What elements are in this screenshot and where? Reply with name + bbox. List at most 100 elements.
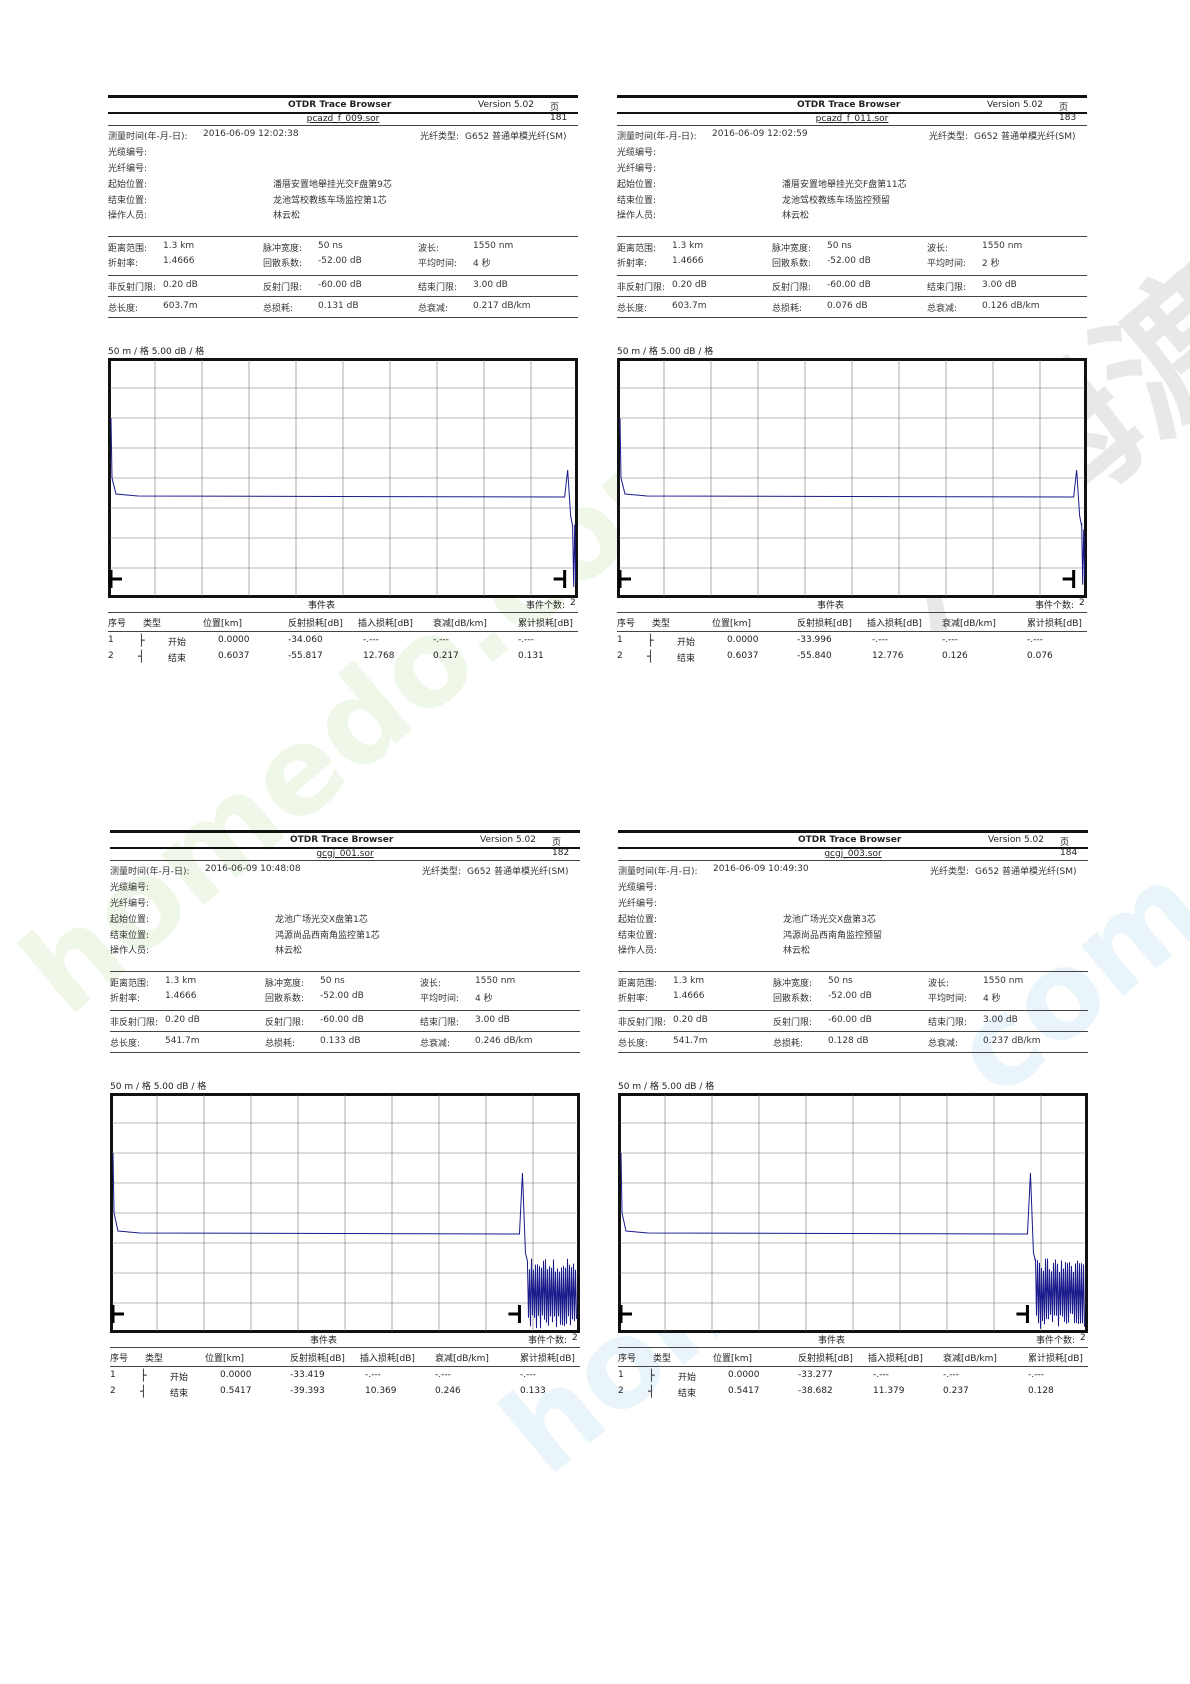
event-ins: 10.369: [365, 1386, 397, 1396]
value-total_atten: 0.126 dB/km: [982, 301, 1040, 311]
event-att: -.---: [942, 635, 958, 645]
otdr-trace-chart: [108, 358, 578, 598]
parameters: 距离范围: 1.3 km 脉冲宽度: 50 ns 波长: 1550 nm 折射率: 1.466…: [108, 236, 578, 275]
event-ins: -.---: [365, 1370, 381, 1380]
event-refl: -55.840: [797, 651, 832, 661]
label-wavelength: 波长:: [420, 979, 442, 989]
measurement-info: 测量时间(年-月-日): 光缆编号: 光纤编号: 起始位置: 结束位置: 操作人员: 201…: [617, 125, 1087, 236]
version-label: Version 5.02: [480, 835, 536, 845]
event-pos: 0.5417: [220, 1386, 252, 1396]
value-total_len: 603.7m: [163, 301, 198, 311]
label-pulse: 脉冲宽度:: [265, 979, 305, 989]
event-refl: -38.682: [798, 1386, 833, 1396]
column-col_att: 衰减[dB/km]: [942, 619, 996, 629]
event-pos: 0.0000: [728, 1370, 760, 1380]
event-pos: 0.0000: [727, 635, 759, 645]
label-nonrefl: 非反射门限:: [618, 1018, 667, 1028]
value-total_len: 603.7m: [672, 301, 707, 311]
value-backscatter: -52.00 dB: [827, 256, 871, 266]
value-end_thresh: 3.00 dB: [473, 280, 508, 290]
label-refl: 反射门限:: [265, 1018, 305, 1028]
label-fiber_no: 光纤编号:: [108, 164, 148, 174]
label-ior: 折射率:: [110, 994, 141, 1004]
event-ins: 12.776: [872, 651, 904, 661]
label-pulse: 脉冲宽度:: [772, 244, 812, 254]
value-measure-time: 2016-06-09 10:48:08: [205, 864, 301, 874]
event-type: 开始: [170, 1373, 189, 1383]
value-ior: 1.4666: [165, 991, 197, 1001]
label-range: 距离范围:: [110, 979, 150, 989]
value-end-pos: 鸿源尚品西南角监控第1芯: [275, 931, 380, 941]
value-nonrefl: 0.20 dB: [165, 1015, 200, 1025]
column-col_att: 衰减[dB/km]: [943, 1354, 997, 1364]
end-marker: [1062, 570, 1076, 588]
filename: gcgj_001.sor: [316, 849, 374, 859]
column-col_att: 衰减[dB/km]: [435, 1354, 489, 1364]
label-start_pos: 起始位置:: [108, 180, 148, 190]
event-no: 2: [618, 1386, 624, 1396]
event-count: 2: [572, 1333, 578, 1343]
filename: gcgj_003.sor: [824, 849, 882, 859]
event-refl: -33.277: [798, 1370, 833, 1380]
value-fiber-type: G652 普通单模光纤(SM): [465, 132, 567, 142]
event-ins: -.---: [363, 635, 379, 645]
scale-label: 50 m / 格 5.00 dB / 格: [617, 347, 714, 357]
event-table-header: 事件表 事件个数: 2: [617, 598, 1087, 613]
label-end_thresh: 结束门限:: [927, 283, 967, 293]
label-end_thresh: 结束门限:: [928, 1018, 968, 1028]
scale-label: 50 m / 格 5.00 dB / 格: [110, 1082, 207, 1092]
panel-header: OTDR Trace Browser Version 5.02 页 184: [618, 830, 1088, 858]
end-marker: [508, 1305, 521, 1323]
label-cable_no: 光缆编号:: [108, 148, 148, 158]
start-marker: [619, 1305, 632, 1323]
value-total_atten: 0.217 dB/km: [473, 301, 531, 311]
label-backscatter: 回散系数:: [263, 259, 303, 269]
value-range: 1.3 km: [673, 976, 705, 986]
label-refl: 反射门限:: [263, 283, 303, 293]
otdr-trace-chart: [618, 1093, 1088, 1333]
panel-header: OTDR Trace Browser Version 5.02 页 181: [108, 95, 578, 123]
event-row: ┤ 2 结束 0.6037 -55.840 12.776 0.126 0.076: [617, 648, 1087, 664]
event-no: 2: [617, 651, 623, 661]
value-operator: 林云松: [782, 211, 810, 221]
value-pulse: 50 ns: [827, 241, 852, 251]
value-total_loss: 0.133 dB: [320, 1036, 361, 1046]
otdr-trace-line: [619, 417, 1086, 585]
value-operator: 林云松: [783, 946, 811, 956]
label-start_pos: 起始位置:: [110, 915, 150, 925]
label-fiber-type: 光纤类型:: [930, 867, 970, 877]
version-label: Version 5.02: [988, 835, 1044, 845]
label-fiber_no: 光纤编号:: [617, 164, 657, 174]
panel-header: OTDR Trace Browser Version 5.02 页 182: [110, 830, 580, 858]
event-table-label: 事件表: [308, 601, 336, 611]
event-row: ├ 1 开始 0.0000 -33.996 -.--- -.--- -.---: [617, 632, 1087, 648]
event-ins: 12.768: [363, 651, 395, 661]
event-no: 1: [108, 635, 114, 645]
column-col_cum: 累计损耗[dB]: [520, 1354, 575, 1364]
event-pos: 0.0000: [218, 635, 250, 645]
column-col_type: 类型: [653, 1354, 672, 1364]
event-type-icon: ┤: [138, 650, 145, 663]
column-col_pos: 位置[km]: [203, 619, 243, 629]
label-total_loss: 总损耗:: [773, 1039, 804, 1049]
event-columns: 序号 类型 位置[km] 反射损耗[dB] 插入损耗[dB] 衰减[dB/km] 累计损耗[…: [110, 1348, 580, 1367]
event-att: -.---: [435, 1370, 451, 1380]
value-total_len: 541.7m: [165, 1036, 200, 1046]
label-end_pos: 结束位置:: [617, 196, 657, 206]
event-columns: 序号 类型 位置[km] 反射损耗[dB] 插入损耗[dB] 衰减[dB/km] 累计损耗[…: [618, 1348, 1088, 1367]
column-col_ins: 插入损耗[dB]: [868, 1354, 923, 1364]
label-fiber-type: 光纤类型:: [420, 132, 460, 142]
event-att: 0.237: [943, 1386, 969, 1396]
label-total_loss: 总损耗:: [265, 1039, 296, 1049]
panel-header: OTDR Trace Browser Version 5.02 页 183: [617, 95, 1087, 123]
scale-label: 50 m / 格 5.00 dB / 格: [618, 1082, 715, 1092]
label-ior: 折射率:: [108, 259, 139, 269]
otdr-trace-chart: [617, 358, 1087, 598]
page-number: 页 183: [1059, 103, 1077, 123]
end-marker: [553, 570, 567, 588]
version-label: Version 5.02: [478, 100, 534, 110]
label-wavelength: 波长:: [927, 244, 949, 254]
totals: 总长度: 541.7m 总损耗: 0.128 dB 总衰减: 0.237 dB/km: [618, 1031, 1088, 1053]
value-pulse: 50 ns: [318, 241, 343, 251]
event-table-header: 事件表 事件个数: 2: [108, 598, 578, 613]
